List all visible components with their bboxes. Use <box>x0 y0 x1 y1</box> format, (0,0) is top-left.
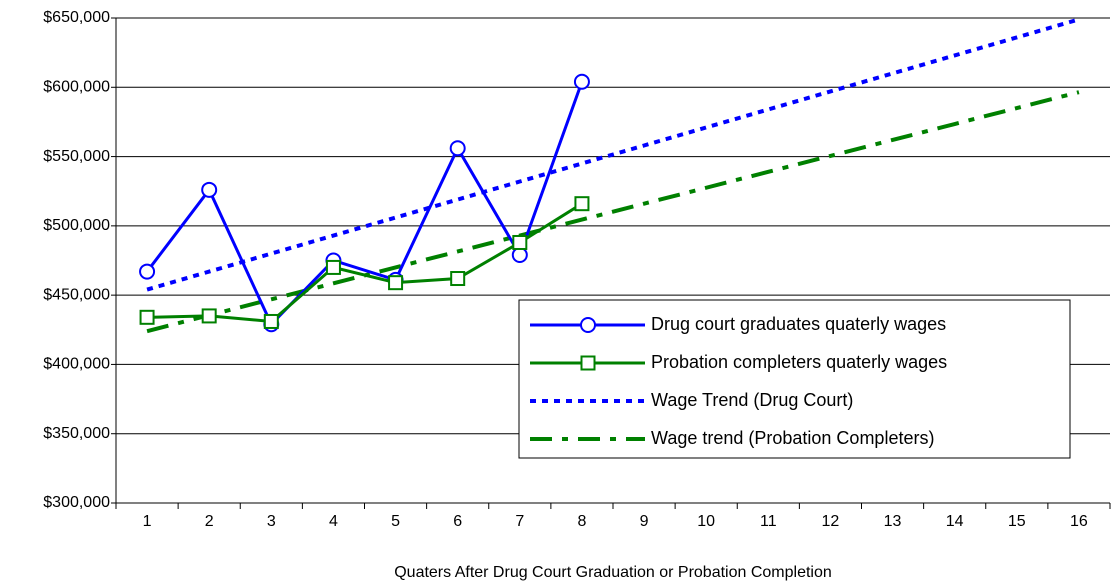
legend-label: Wage Trend (Drug Court) <box>651 390 853 410</box>
legend-label: Probation completers quaterly wages <box>651 352 947 372</box>
x-tick-label: 2 <box>205 513 214 530</box>
x-tick-label: 6 <box>453 513 462 530</box>
data-point <box>573 73 590 90</box>
data-point <box>263 313 279 329</box>
x-tick-label: 13 <box>884 513 902 530</box>
x-tick-label: 5 <box>391 513 400 530</box>
x-tick-label: 3 <box>267 513 276 530</box>
x-tick-label: 14 <box>946 513 964 530</box>
x-tick-label: 9 <box>640 513 649 530</box>
data-point <box>139 309 155 325</box>
data-point <box>449 140 466 157</box>
y-tick-label: $400,000 <box>43 356 110 373</box>
series-line <box>146 17 1080 292</box>
legend-marker <box>580 317 596 333</box>
y-tick-label: $650,000 <box>43 9 110 26</box>
x-tick-label: 16 <box>1070 513 1088 530</box>
data-point <box>574 196 590 212</box>
legend-label: Wage trend (Probation Completers) <box>651 428 934 448</box>
x-axis-label: Quaters After Drug Court Graduation or P… <box>394 564 832 581</box>
y-tick-label: $300,000 <box>43 494 110 511</box>
x-tick-label: 11 <box>760 513 777 530</box>
data-point <box>325 259 341 275</box>
x-tick-label: 7 <box>515 513 524 530</box>
x-tick-label: 8 <box>577 513 586 530</box>
x-tick-label: 12 <box>822 513 840 530</box>
x-tick-label: 10 <box>697 513 715 530</box>
data-point <box>511 246 528 263</box>
data-point <box>450 271 466 287</box>
y-tick-label: $350,000 <box>43 425 110 442</box>
y-tick-label: $450,000 <box>43 286 110 303</box>
data-point <box>388 275 404 291</box>
x-tick-label: 15 <box>1008 513 1026 530</box>
legend: Drug court graduates quaterly wages Proba… <box>518 299 1071 459</box>
data-point <box>201 181 218 198</box>
y-tick-label: $600,000 <box>43 79 110 96</box>
legend-marker <box>580 355 596 371</box>
data-point <box>201 308 217 324</box>
series-line <box>147 202 583 324</box>
y-tick-label: $550,000 <box>43 148 110 165</box>
x-tick-label: 1 <box>143 513 152 530</box>
data-point <box>512 234 528 250</box>
series-line <box>145 81 584 327</box>
x-tick-label: 4 <box>329 513 338 530</box>
data-point <box>139 263 156 280</box>
legend-label: Drug court graduates quaterly wages <box>651 314 946 334</box>
y-tick-label: $500,000 <box>43 217 110 234</box>
